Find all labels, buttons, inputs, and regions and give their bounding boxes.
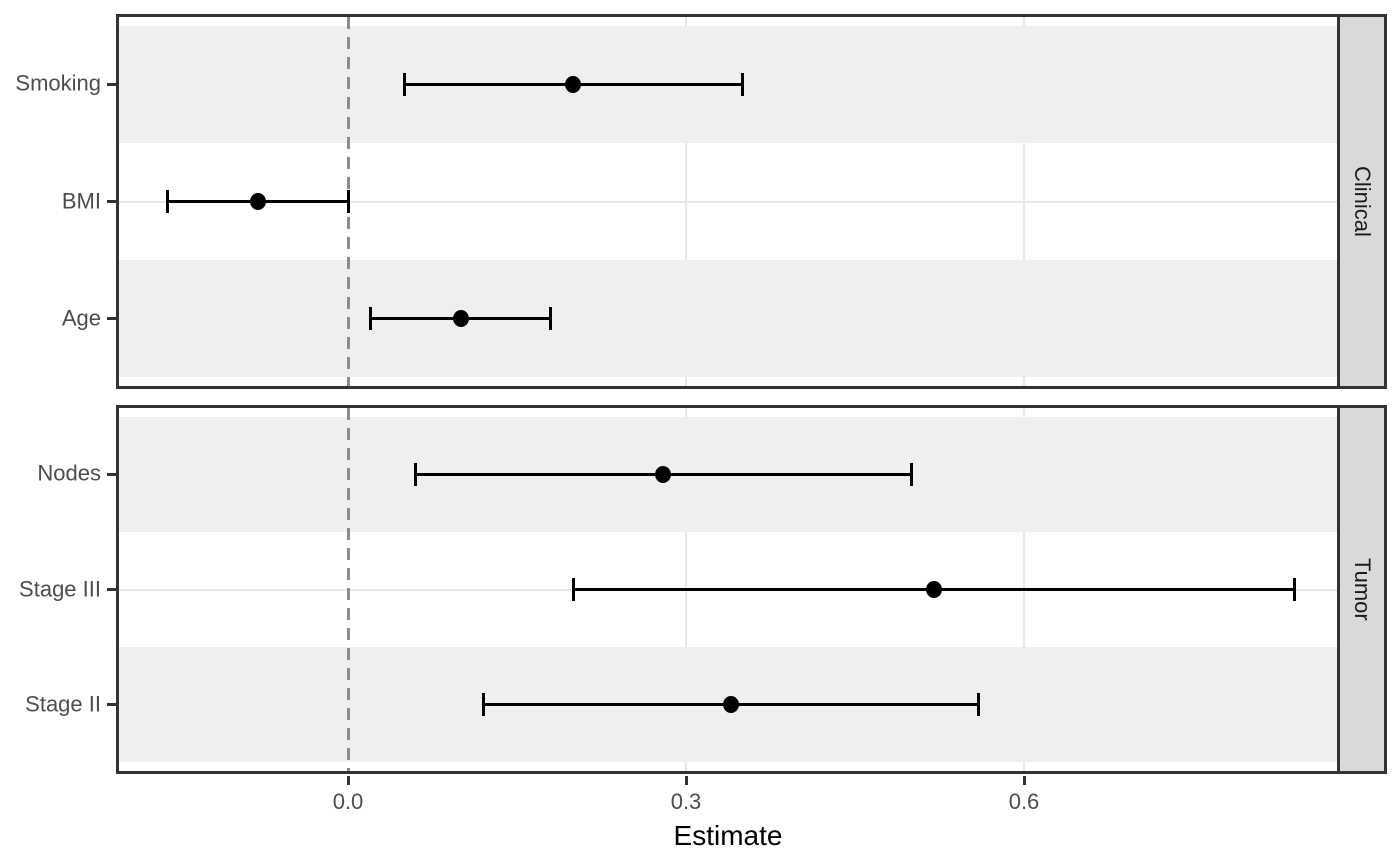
y-axis-tick (107, 703, 116, 707)
x-axis-tick (1022, 776, 1026, 785)
facet-strip-label: Tumor (1350, 558, 1375, 621)
point-estimate (925, 581, 942, 598)
x-axis-tick-label: 0.6 (1008, 789, 1040, 814)
x-axis-tick-label: 0.0 (332, 789, 364, 814)
row-stripe (118, 260, 1338, 378)
facet-strip-clinical: Clinical (1337, 14, 1387, 389)
y-axis-label: Nodes (37, 460, 101, 486)
zero-reference-line (346, 408, 350, 771)
y-axis-label: Age (61, 305, 101, 331)
ci-cap-low (571, 578, 575, 601)
y-axis-tick (107, 200, 116, 203)
point-estimate (565, 75, 582, 93)
y-axis-label: Stage III (19, 575, 101, 601)
point-estimate (452, 310, 469, 328)
point-estimate (723, 696, 740, 714)
x-axis-title: Estimate (673, 820, 783, 851)
y-axis-tick (107, 588, 116, 591)
ci-cap-low (166, 190, 170, 213)
ci-cap-low (481, 693, 485, 717)
y-axis-tick (107, 472, 116, 476)
ci-cap-low (402, 72, 406, 96)
y-axis-tick (107, 82, 116, 86)
point-estimate (655, 465, 672, 483)
x-axis-tick (684, 776, 688, 785)
x-axis-tick (346, 776, 350, 785)
ci-cap-high (1292, 578, 1296, 601)
facet-strip-label: Clinical (1350, 166, 1375, 237)
ci-cap-high (909, 462, 913, 486)
ci-cap-high (346, 190, 350, 213)
ci-cap-high (740, 72, 744, 96)
ci-cap-low (414, 462, 418, 486)
major-gridline-horizontal (119, 200, 1337, 203)
point-estimate (249, 193, 266, 210)
y-axis-label: Smoking (15, 70, 101, 96)
y-axis-tick (107, 317, 116, 321)
x-axis-tick-label: 0.3 (670, 789, 702, 814)
ci-cap-high (977, 693, 981, 717)
y-axis-label: BMI (61, 187, 101, 213)
facet-strip-tumor: Tumor (1337, 405, 1387, 774)
y-axis-label: Stage II (25, 691, 101, 717)
ci-cap-low (369, 307, 373, 331)
ci-cap-high (549, 307, 553, 331)
